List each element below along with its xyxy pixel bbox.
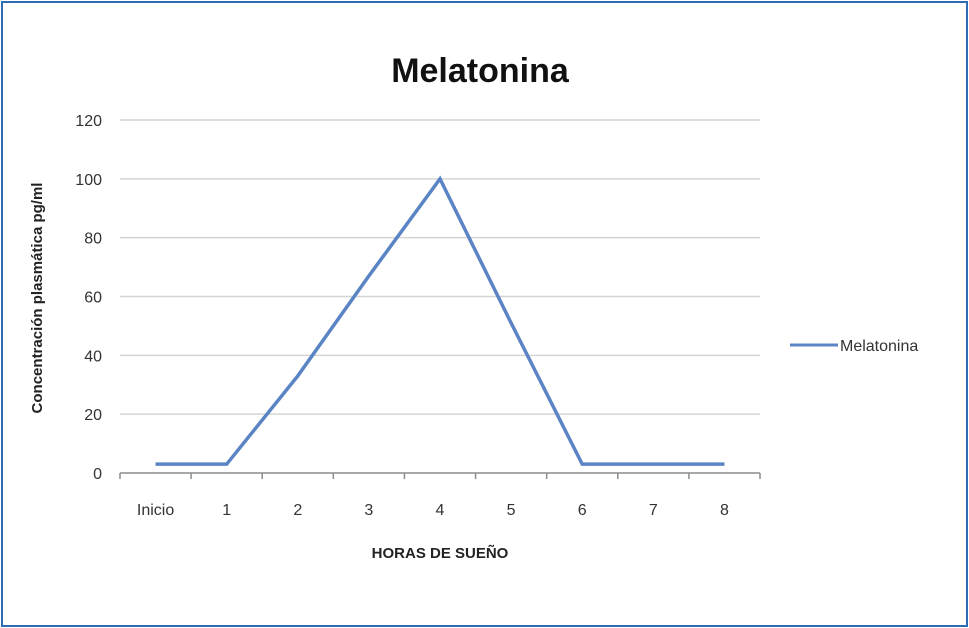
x-tick-label-8: 8 — [720, 502, 729, 519]
y-tick-label-20: 20 — [84, 407, 102, 424]
x-tick-label-1: 1 — [222, 502, 231, 519]
y-tick-label-100: 100 — [75, 172, 102, 189]
gridlines — [120, 119, 760, 415]
x-tick-label-3: 3 — [364, 502, 373, 519]
y-tick-label-80: 80 — [84, 231, 102, 248]
x-axis-title: HORAS DE SUEÑO — [372, 544, 509, 562]
y-tick-label-120: 120 — [75, 113, 102, 130]
x-tick-label-7: 7 — [649, 502, 658, 519]
x-tick-label-4: 4 — [436, 502, 445, 519]
y-axis-title: Concentración plasmática pg/ml — [29, 183, 46, 414]
y-tick-label-40: 40 — [84, 348, 102, 365]
chart-title: Melatonina — [391, 52, 570, 90]
x-tick-label-5: 5 — [507, 502, 516, 519]
y-tick-label-60: 60 — [84, 290, 102, 307]
x-tick-label-6: 6 — [578, 502, 587, 519]
x-tick-label-2: 2 — [293, 502, 302, 519]
y-tick-label-0: 0 — [93, 466, 102, 483]
x-tick-labels: Inicio 1 2 3 4 5 6 7 8 — [137, 502, 729, 519]
series-line-melatonina — [155, 175, 725, 466]
legend: Melatonina — [790, 338, 918, 355]
x-tick-label-inicio: Inicio — [137, 502, 174, 519]
series-lines — [155, 175, 725, 466]
legend-label-melatonina: Melatonina — [840, 338, 918, 355]
y-tick-labels: 0 20 40 60 80 100 120 — [75, 113, 102, 483]
axes — [119, 472, 761, 479]
